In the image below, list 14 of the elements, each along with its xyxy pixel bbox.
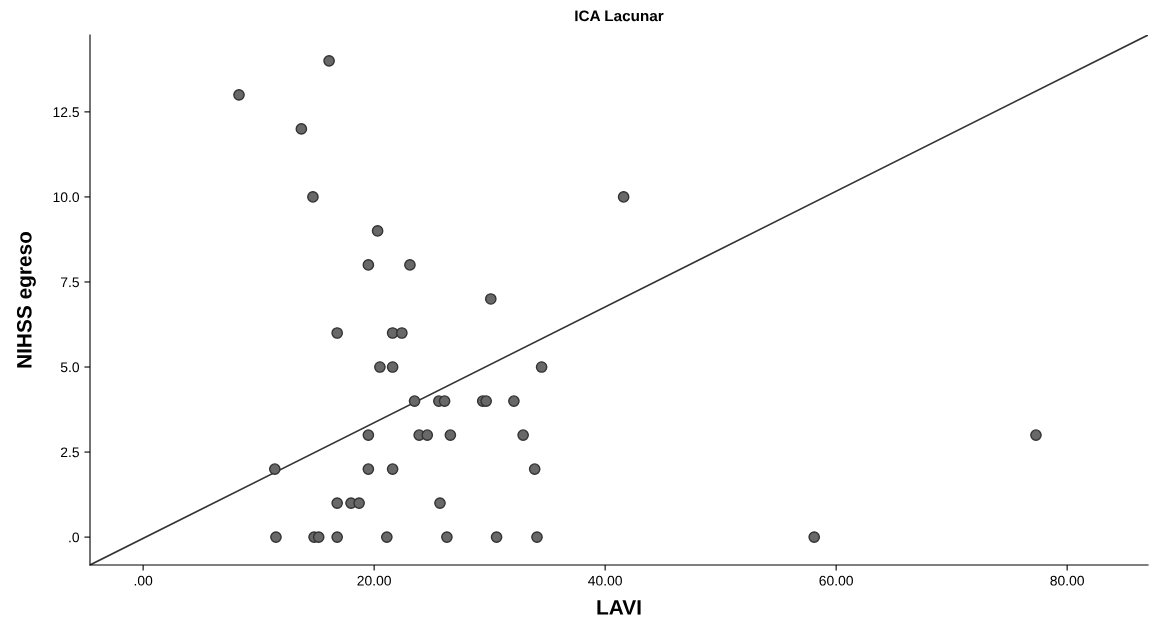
y-tick-label: .0 [69,532,80,543]
x-tick-label: 80.00 [1050,575,1084,586]
x-axis-title: LAVI [597,600,641,615]
x-tick-label: 60.00 [819,575,853,586]
y-tick-label: 10.0 [53,192,80,203]
y-tick-label: 7.5 [60,277,79,288]
x-tick-label: .00 [134,575,153,586]
x-tick-label: 40.00 [588,575,622,586]
y-tick-label: 2.5 [60,447,79,458]
x-tick-label: 20.00 [357,575,391,586]
y-axis-title: NIHSS egreso [16,231,36,368]
y-tick-label: 12.5 [53,107,79,118]
chart-title: ICA Lacunar [575,10,664,22]
y-tick-label: 5.0 [60,362,80,373]
